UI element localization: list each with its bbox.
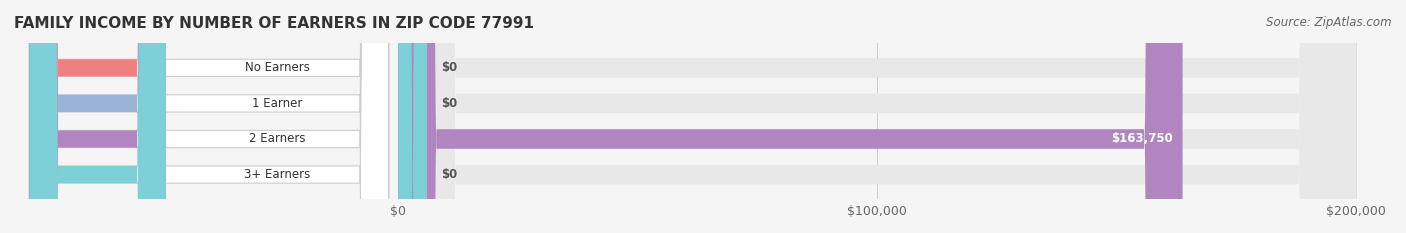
FancyBboxPatch shape	[30, 0, 166, 233]
FancyBboxPatch shape	[398, 0, 1357, 233]
FancyBboxPatch shape	[30, 0, 388, 233]
FancyBboxPatch shape	[30, 0, 388, 233]
FancyBboxPatch shape	[398, 0, 427, 233]
FancyBboxPatch shape	[30, 0, 166, 233]
Text: No Earners: No Earners	[245, 61, 309, 74]
Text: $0: $0	[441, 97, 457, 110]
Text: $0: $0	[441, 61, 457, 74]
Text: Source: ZipAtlas.com: Source: ZipAtlas.com	[1267, 16, 1392, 29]
FancyBboxPatch shape	[398, 0, 427, 233]
Text: $163,750: $163,750	[1111, 133, 1173, 145]
FancyBboxPatch shape	[30, 0, 388, 233]
FancyBboxPatch shape	[398, 0, 1357, 233]
Text: 1 Earner: 1 Earner	[252, 97, 302, 110]
FancyBboxPatch shape	[398, 0, 427, 233]
Text: 2 Earners: 2 Earners	[249, 133, 305, 145]
FancyBboxPatch shape	[30, 0, 166, 233]
FancyBboxPatch shape	[398, 0, 1182, 233]
FancyBboxPatch shape	[30, 0, 166, 233]
Text: 3+ Earners: 3+ Earners	[245, 168, 311, 181]
FancyBboxPatch shape	[398, 0, 1357, 233]
Text: FAMILY INCOME BY NUMBER OF EARNERS IN ZIP CODE 77991: FAMILY INCOME BY NUMBER OF EARNERS IN ZI…	[14, 16, 534, 31]
FancyBboxPatch shape	[30, 0, 388, 233]
FancyBboxPatch shape	[398, 0, 1357, 233]
Text: $0: $0	[441, 168, 457, 181]
